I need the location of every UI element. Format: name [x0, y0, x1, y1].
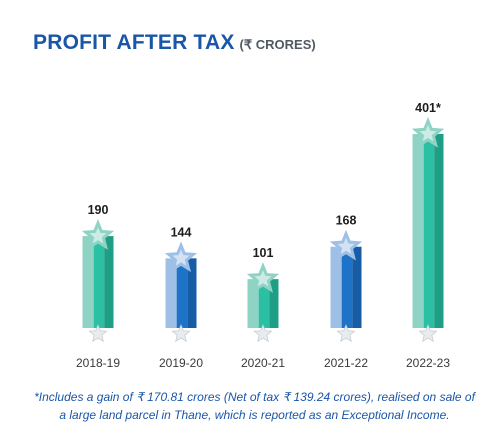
bar-star-highlight [337, 237, 355, 254]
bar-base-star [336, 323, 356, 343]
bar-group [329, 229, 363, 343]
bar-facet-left [82, 236, 94, 328]
x-tick-label: 2021-22 [324, 356, 368, 370]
bar-facet-left [247, 279, 259, 328]
x-tick-label: 2018-19 [76, 356, 120, 370]
chart-unit-label: (₹ CRORES) [239, 37, 316, 52]
bar-base-star [418, 323, 438, 343]
bar [176, 258, 188, 328]
bar-star-highlight [89, 227, 107, 244]
bar-group [81, 219, 115, 343]
bar [341, 246, 353, 328]
chart-title: PROFIT AFTER TAX (₹ CRORES) [33, 31, 316, 55]
bar-star-highlight [172, 249, 190, 266]
bar-group [164, 241, 198, 343]
bar-facet-right [187, 258, 197, 328]
bar-star-highlight [254, 270, 272, 287]
bar-facet-right [269, 279, 279, 328]
bar-facet-left [165, 258, 177, 328]
data-label: 144 [171, 225, 192, 239]
chart-title-text: PROFIT AFTER TAX [33, 31, 235, 54]
bar-group [411, 117, 445, 343]
x-tick-label: 2019-20 [159, 356, 203, 370]
bar-group [246, 262, 280, 343]
bar [93, 236, 105, 328]
bar [423, 134, 435, 328]
bar-facet-right [434, 134, 444, 328]
footnote: *Includes a gain of ₹ 170.81 crores (Net… [34, 390, 475, 422]
bar-facet-left [330, 246, 342, 328]
bar-facet-right [104, 236, 114, 328]
data-label: 168 [336, 214, 357, 228]
data-label: 401* [415, 101, 441, 115]
bar [258, 279, 270, 328]
bar-chart: 190 2018-19 144 2019-20 101 2020-21 168 2021-22… [76, 101, 450, 370]
x-tick-label: 2020-21 [241, 356, 285, 370]
bar-facet-right [352, 246, 362, 328]
x-tick-label: 2022-23 [406, 356, 450, 370]
bar-star-highlight [419, 125, 437, 142]
bar-base-star [253, 323, 273, 343]
data-label: 190 [88, 203, 109, 217]
bar-facet-left [412, 134, 424, 328]
bar-base-star [88, 323, 108, 343]
data-label: 101 [253, 246, 274, 260]
bar-base-star [171, 323, 191, 343]
